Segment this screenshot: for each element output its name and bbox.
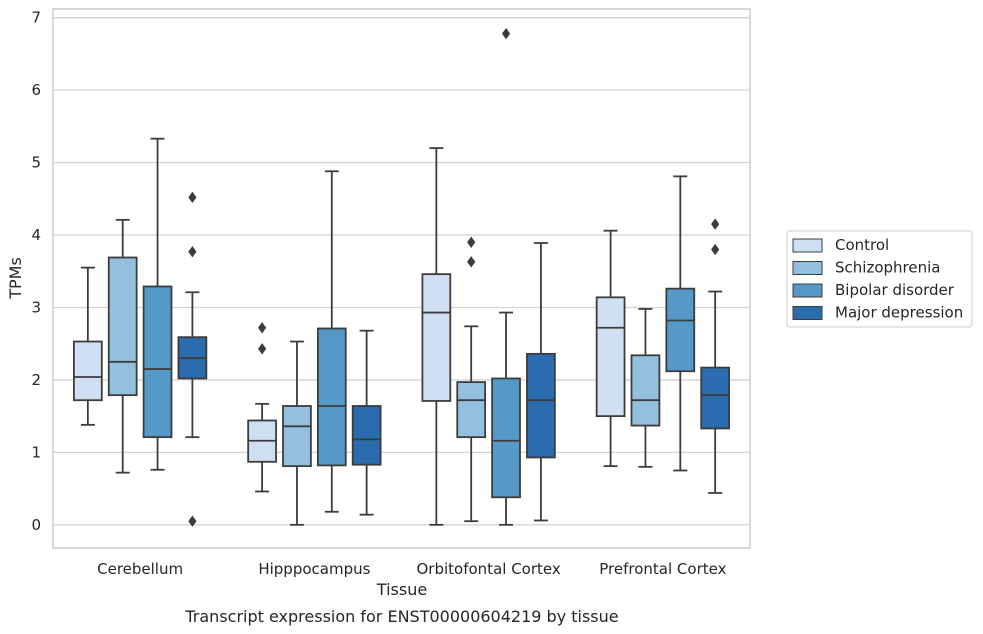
box-major-depression <box>526 242 556 522</box>
box-iqr <box>107 256 138 397</box>
legend: Control Schizophrenia Bipolar disorder Majo… <box>786 230 973 328</box>
box-bipolar-disorder <box>316 170 347 513</box>
y-tick-label: 0 <box>31 516 41 534</box>
y-tick-label: 2 <box>31 371 41 389</box>
y-tick-label: 6 <box>31 81 41 99</box>
x-tick-label: Prefrontal Cortex <box>599 560 726 578</box>
box-iqr <box>665 287 696 373</box>
box-control <box>421 147 452 526</box>
box-iqr <box>595 296 626 418</box>
y-axis-label: TPMs <box>6 257 25 300</box>
box-iqr <box>316 327 347 467</box>
outlier-point <box>501 27 511 40</box>
box-iqr <box>421 273 452 402</box>
legend-swatch <box>792 283 823 298</box>
legend-frame <box>786 230 973 328</box>
y-tick-label: 3 <box>31 298 41 316</box>
box-iqr <box>351 405 382 466</box>
x-tick-label: Cerebellum <box>97 560 183 578</box>
box-control <box>73 266 103 426</box>
y-tick-label: 5 <box>31 154 41 172</box>
chart-caption: Transcript expression for ENST0000060421… <box>184 607 618 626</box>
plot-boxes <box>73 27 730 527</box>
x-axis-label: Tissue <box>376 580 427 599</box>
box-schizophrenia <box>630 308 661 468</box>
outlier-point <box>467 256 476 268</box>
y-tick-label: 1 <box>31 443 41 461</box>
x-tick-label: Hipppocampus <box>258 560 370 578</box>
outlier-point <box>711 243 720 256</box>
box-schizophrenia <box>107 218 138 474</box>
box-iqr <box>142 285 173 439</box>
plot-frame <box>52 8 751 549</box>
box-iqr <box>73 340 103 402</box>
box-iqr <box>700 366 730 430</box>
legend-label: Schizophrenia <box>835 259 940 277</box>
box-iqr <box>282 405 312 468</box>
box-control <box>247 322 277 493</box>
outlier-point <box>258 322 267 334</box>
box-iqr <box>526 352 556 459</box>
outlier-point <box>188 191 197 204</box>
box-schizophrenia <box>456 236 487 523</box>
box-major-depression <box>177 191 208 527</box>
legend-swatch <box>792 261 823 275</box>
outlier-point <box>188 246 197 258</box>
box-control <box>595 229 626 468</box>
x-tick-labels: Cerebellum Hipppocampus Orbitofontal Corte… <box>97 560 726 578</box>
y-tick-label: 7 <box>31 9 41 27</box>
box-bipolar-disorder <box>665 175 696 472</box>
outlier-point <box>711 218 720 230</box>
outlier-point <box>258 343 267 355</box>
outlier-point <box>467 236 476 248</box>
box-iqr <box>630 354 661 427</box>
outlier-point <box>188 515 197 527</box>
box-bipolar-disorder <box>491 27 521 526</box>
box-iqr <box>491 377 521 499</box>
y-tick-labels: 0 1 2 3 4 5 6 7 <box>31 9 41 534</box>
box-iqr <box>456 381 487 439</box>
y-tick-label: 4 <box>31 226 41 244</box>
legend-swatch <box>792 238 823 253</box>
legend-label: Control <box>835 236 889 254</box>
legend-label: Bipolar disorder <box>835 281 955 299</box>
legend-label: Major depression <box>835 304 963 322</box>
box-major-depression <box>700 218 730 494</box>
box-schizophrenia <box>282 340 312 526</box>
legend-swatch <box>792 306 823 320</box>
box-major-depression <box>351 329 382 516</box>
box-bipolar-disorder <box>142 137 173 471</box>
x-tick-label: Orbitofontal Cortex <box>417 560 561 578</box>
